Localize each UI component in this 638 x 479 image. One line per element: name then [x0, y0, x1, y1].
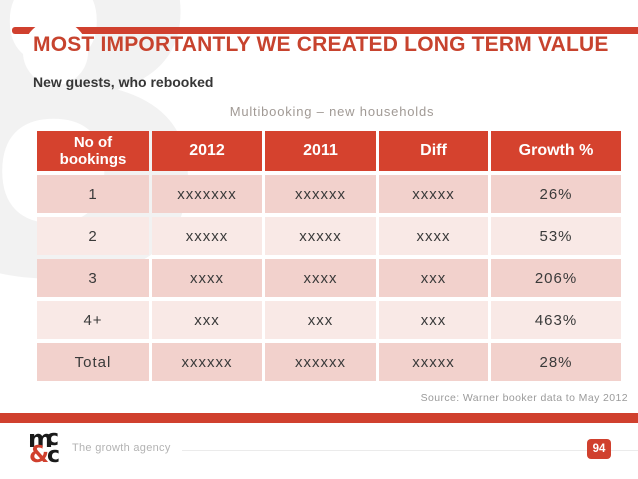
col-header-growth: Growth %	[491, 131, 621, 171]
cell: xxxx	[379, 217, 488, 255]
logo-letter-c2: c	[47, 443, 61, 468]
logo-ampersand: &	[29, 442, 50, 468]
cell: 26%	[491, 175, 621, 213]
cell: xxxx	[265, 259, 376, 297]
cell: 53%	[491, 217, 621, 255]
source-note: Source: Warner booker data to May 2012	[420, 392, 628, 404]
cell: xxxxx	[379, 175, 488, 213]
col-header-2011: 2011	[265, 131, 376, 171]
cell: 4+	[37, 301, 149, 339]
cell: xxxxx	[379, 343, 488, 381]
cell: 463%	[491, 301, 621, 339]
cell: xxxxxx	[265, 343, 376, 381]
slide-subtitle: New guests, who rebooked	[33, 74, 214, 90]
col-header-2012: 2012	[152, 131, 262, 171]
cell: 28%	[491, 343, 621, 381]
table-row: 4+ xxx xxx xxx 463%	[37, 301, 621, 339]
cell: xxxxxxx	[152, 175, 262, 213]
cell: Total	[37, 343, 149, 381]
multibooking-table: No of bookings 2012 2011 Diff Growth % 1…	[34, 127, 624, 385]
cell: xxxx	[152, 259, 262, 297]
cell: xxxxxx	[265, 175, 376, 213]
cell: xxx	[265, 301, 376, 339]
table-header-row: No of bookings 2012 2011 Diff Growth %	[37, 131, 621, 171]
footer-divider-line	[182, 450, 638, 451]
top-accent-bar	[12, 27, 638, 34]
table-caption: Multibooking – new households	[229, 104, 435, 119]
bottom-accent-bar	[0, 413, 638, 423]
cell: xxxxx	[265, 217, 376, 255]
table-row: 1 xxxxxxx xxxxxx xxxxx 26%	[37, 175, 621, 213]
page-number-badge: 94	[587, 439, 611, 459]
col-header-no-of-bookings: No of bookings	[37, 131, 149, 171]
logo-letter-c: c	[46, 426, 60, 451]
table-row: 3 xxxx xxxx xxx 206%	[37, 259, 621, 297]
cell: xxxxxx	[152, 343, 262, 381]
decorative-white-circle	[23, 20, 88, 85]
cell: xxx	[379, 301, 488, 339]
logo-letter-m: m	[28, 425, 54, 453]
cell: xxx	[379, 259, 488, 297]
cell: 2	[37, 217, 149, 255]
table-row-total: Total xxxxxx xxxxxx xxxxx 28%	[37, 343, 621, 381]
footer-tagline: The growth agency	[72, 442, 171, 454]
cell: 1	[37, 175, 149, 213]
slide-title: MOST IMPORTANTLY WE CREATED LONG TERM VA…	[33, 33, 609, 56]
cell: xxxxx	[152, 217, 262, 255]
cell: 3	[37, 259, 149, 297]
cell: 206%	[491, 259, 621, 297]
cell: xxx	[152, 301, 262, 339]
col-header-diff: Diff	[379, 131, 488, 171]
table-row: 2 xxxxx xxxxx xxxx 53%	[37, 217, 621, 255]
mcc-logo: m c & c	[28, 427, 70, 471]
